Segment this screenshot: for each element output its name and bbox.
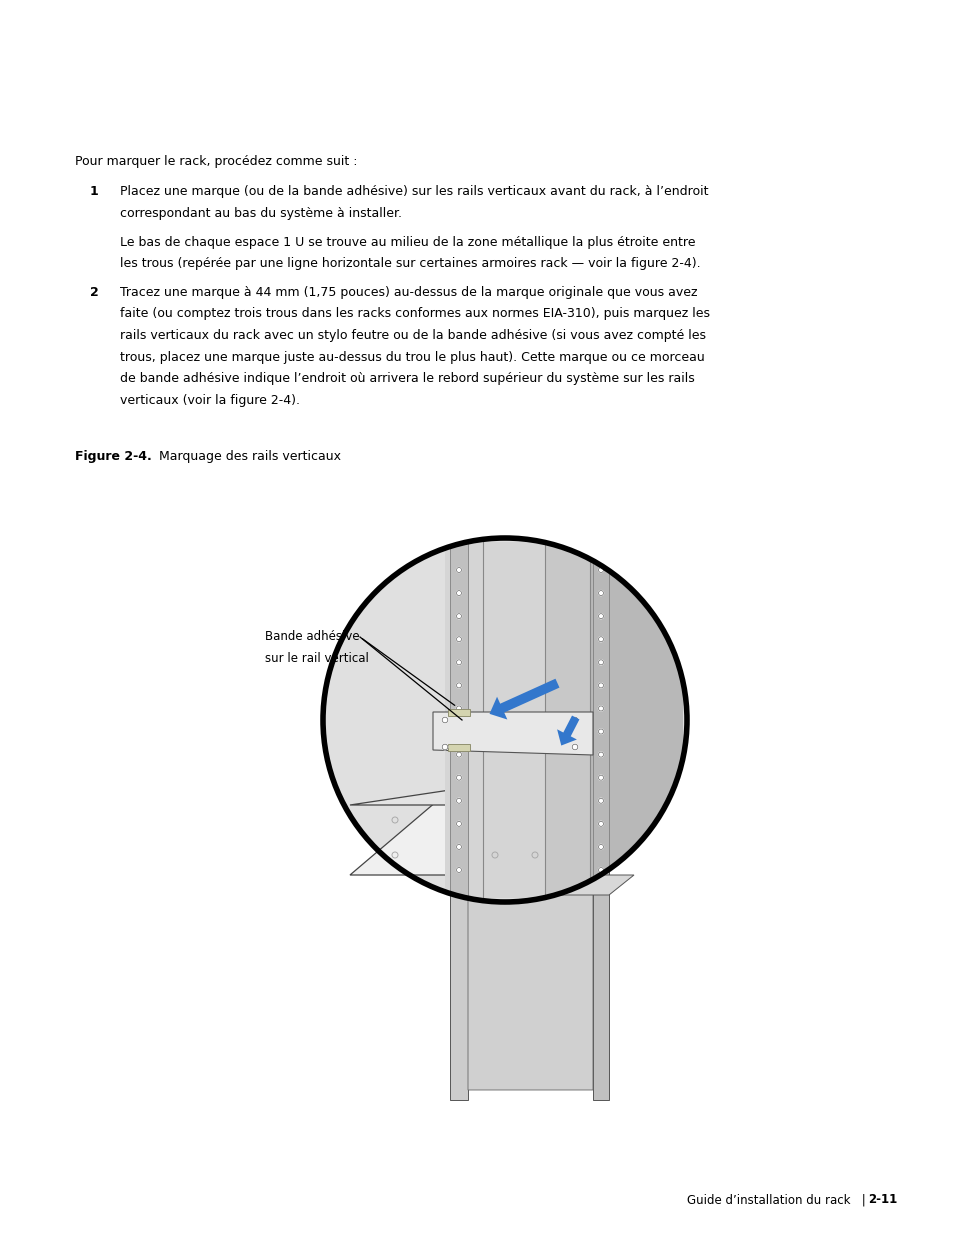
Circle shape	[456, 706, 461, 711]
Polygon shape	[433, 713, 593, 755]
Circle shape	[572, 745, 578, 750]
Circle shape	[598, 659, 603, 664]
Text: rails verticaux du rack avec un stylo feutre ou de la bande adhésive (si vous av: rails verticaux du rack avec un stylo fe…	[120, 329, 705, 342]
Text: Pour marquer le rack, procédez comme suit :: Pour marquer le rack, procédez comme sui…	[75, 156, 357, 168]
Circle shape	[456, 590, 461, 595]
Circle shape	[442, 745, 447, 750]
Circle shape	[456, 729, 461, 734]
Bar	[448, 743, 470, 751]
Circle shape	[456, 798, 461, 803]
Text: Guide d’installation du rack   |: Guide d’installation du rack |	[686, 1193, 876, 1207]
FancyArrowPatch shape	[489, 679, 558, 720]
Circle shape	[598, 821, 603, 826]
Text: faite (ou comptez trois trous dans les racks conformes aux normes EIA-310), puis: faite (ou comptez trois trous dans les r…	[120, 308, 709, 321]
Circle shape	[456, 776, 461, 781]
Text: Marquage des rails verticaux: Marquage des rails verticaux	[143, 450, 340, 463]
Circle shape	[598, 776, 603, 781]
Text: de bande adhésive indique l’endroit où arrivera le rebord supérieur du système s: de bande adhésive indique l’endroit où a…	[120, 372, 694, 385]
Circle shape	[598, 637, 603, 642]
Polygon shape	[544, 542, 682, 898]
Circle shape	[598, 867, 603, 872]
Circle shape	[598, 798, 603, 803]
Circle shape	[598, 568, 603, 573]
Circle shape	[598, 590, 603, 595]
Circle shape	[456, 637, 461, 642]
Bar	[323, 538, 686, 902]
Polygon shape	[468, 790, 593, 1091]
Circle shape	[456, 683, 461, 688]
Circle shape	[598, 729, 603, 734]
Circle shape	[456, 568, 461, 573]
Text: correspondant au bas du système à installer.: correspondant au bas du système à instal…	[120, 206, 401, 220]
Text: Tracez une marque à 44 mm (1,75 pouces) au-dessus de la marque originale que vou: Tracez une marque à 44 mm (1,75 pouces) …	[120, 287, 697, 299]
Text: 2-11: 2-11	[867, 1193, 896, 1207]
FancyArrowPatch shape	[557, 715, 578, 746]
Bar	[593, 538, 608, 902]
Circle shape	[456, 752, 461, 757]
Bar	[450, 857, 468, 1100]
Circle shape	[456, 659, 461, 664]
Circle shape	[598, 845, 603, 850]
Text: sur le rail vertical: sur le rail vertical	[265, 652, 369, 666]
Text: 2: 2	[90, 287, 99, 299]
Polygon shape	[444, 876, 634, 895]
Polygon shape	[589, 542, 682, 898]
Circle shape	[598, 683, 603, 688]
Text: Placez une marque (ou de la bande adhésive) sur les rails verticaux avant du rac: Placez une marque (ou de la bande adhési…	[120, 185, 708, 198]
Circle shape	[598, 752, 603, 757]
Polygon shape	[350, 790, 593, 876]
Text: 1: 1	[90, 185, 99, 198]
Bar	[593, 829, 608, 1100]
Text: trous, placez une marque juste au-dessus du trou le plus haut). Cette marque ou : trous, placez une marque juste au-dessus…	[120, 351, 704, 363]
Text: Figure 2-4.: Figure 2-4.	[75, 450, 152, 463]
Text: Bande adhésive: Bande adhésive	[265, 630, 359, 643]
Circle shape	[456, 867, 461, 872]
Bar	[450, 538, 468, 902]
Circle shape	[442, 718, 447, 722]
Circle shape	[456, 845, 461, 850]
Circle shape	[456, 614, 461, 619]
Circle shape	[456, 821, 461, 826]
Text: les trous (repérée par une ligne horizontale sur certaines armoires rack — voir : les trous (repérée par une ligne horizon…	[120, 257, 700, 270]
Circle shape	[572, 718, 578, 722]
Circle shape	[598, 614, 603, 619]
Text: Le bas de chaque espace 1 U se trouve au milieu de la zone métallique la plus ét: Le bas de chaque espace 1 U se trouve au…	[120, 236, 695, 248]
Circle shape	[598, 706, 603, 711]
Bar	[448, 709, 470, 715]
Polygon shape	[350, 790, 593, 805]
Text: verticaux (voir la figure 2-4).: verticaux (voir la figure 2-4).	[120, 394, 299, 406]
Polygon shape	[444, 542, 682, 898]
